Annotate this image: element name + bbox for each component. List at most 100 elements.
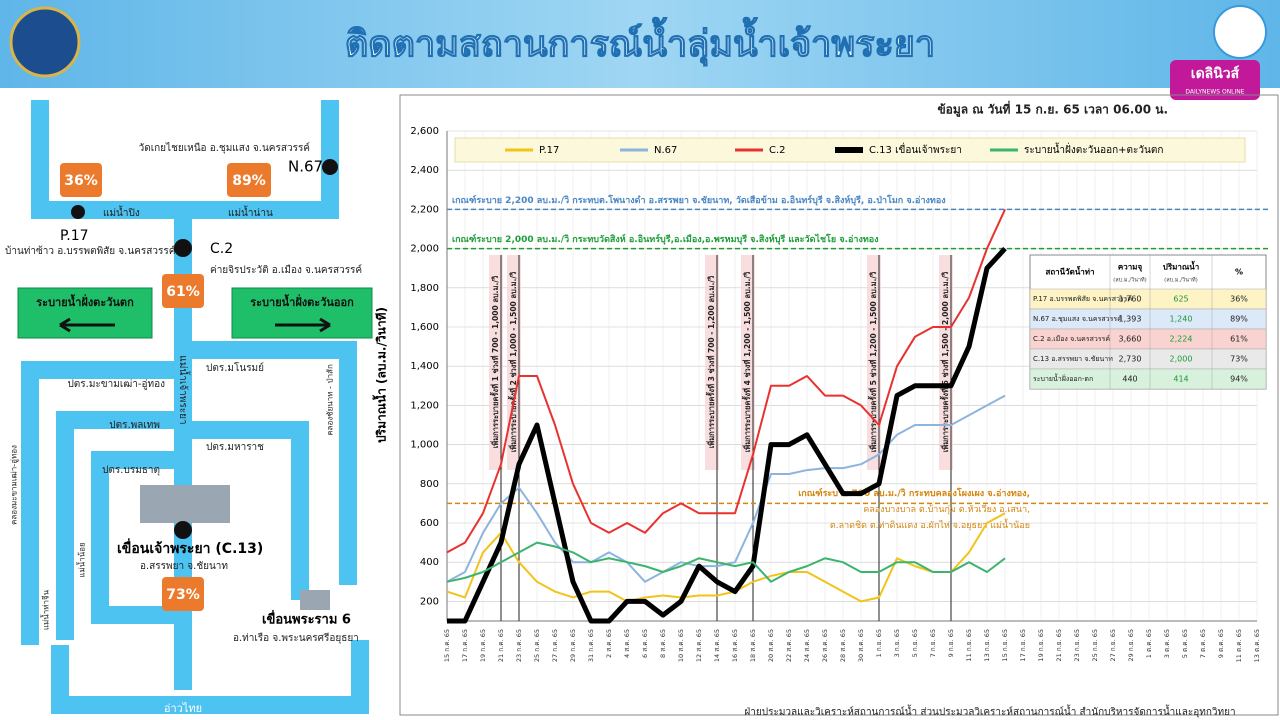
- event-band: [741, 255, 755, 470]
- legend-label: P.17: [539, 145, 559, 156]
- page-title: ติดตามสถานการณ์น้ำลุ่มน้ำเจ้าพระยา: [345, 17, 935, 67]
- x-tick-label: 18 ส.ค. 65: [749, 629, 757, 662]
- x-tick-label: 6 ส.ค. 65: [641, 629, 649, 658]
- x-tick-label: 19 ก.ย. 65: [1037, 629, 1045, 662]
- y-tick-label: 2,400: [410, 165, 439, 176]
- x-tick-label: 17 ก.ค. 65: [461, 629, 469, 662]
- x-tick-label: 12 ส.ค. 65: [695, 629, 703, 662]
- x-tick-label: 25 ก.ย. 65: [1091, 629, 1099, 662]
- x-tick-label: 20 ส.ค. 65: [767, 629, 775, 662]
- canal-label: คลองมะขามเฒ่า-อู่ทอง: [10, 445, 20, 525]
- x-tick-label: 27 ก.ย. 65: [1109, 629, 1117, 662]
- x-tick-label: 2 ส.ค. 65: [605, 629, 613, 658]
- table-cell: N.67 อ.ชุมแสง จ.นครสวรรค์: [1033, 315, 1122, 323]
- event-label: เพิ่มการระบายครั้งที่ 4 ช่วงที่ 1,200 - …: [741, 272, 752, 453]
- table-cell: ระบายน้ำฝั่งออก-ตก: [1033, 372, 1093, 383]
- x-tick-label: 21 ก.ค. 65: [497, 629, 505, 662]
- x-tick-label: 14 ส.ค. 65: [713, 629, 721, 662]
- reference-label: คลองบางบาล ต.บ้านกุ่ม ต.หัวเวียง อ.เสนา,: [863, 504, 1030, 515]
- station-dot: [174, 239, 192, 257]
- event-label: เพิ่มการระบายครั้งที่ 1 ช่วงที่ 700 - 1,…: [489, 276, 500, 449]
- gate-label: ปตร.มหาราช: [206, 442, 264, 453]
- table-cell: P.17 อ.บรรพตพิสัย จ.นครสวรรค์: [1033, 295, 1133, 303]
- x-tick-label: 8 ส.ค. 65: [659, 629, 667, 658]
- table-cell: 625: [1173, 295, 1188, 304]
- percent-label: 61%: [166, 284, 200, 300]
- legend-label: N.67: [654, 145, 677, 156]
- x-tick-label: 9 ก.ย. 65: [947, 629, 955, 657]
- river-label: แม่น้ำน่าน: [228, 205, 273, 219]
- watermark-text: เดลินิวส์: [1191, 65, 1240, 82]
- data-time: ข้อมูล ณ วันที่ 15 ก.ย. 65 เวลา 06.00 น.: [937, 101, 1168, 118]
- table-header: ความจุ: [1118, 263, 1143, 273]
- x-tick-label: 19 ก.ค. 65: [479, 629, 487, 662]
- table-cell: 61%: [1230, 335, 1248, 344]
- x-tick-label: 13 ต.ค. 65: [1253, 629, 1261, 662]
- dam-icon: [140, 485, 230, 523]
- station-label: P.17: [60, 228, 89, 244]
- event-label: เพิ่มการระบายครั้งที่ 3 ช่วงที่ 700 - 1,…: [705, 276, 716, 449]
- table-cell: 1,240: [1170, 315, 1193, 324]
- reference-label: เกณฑ์ระบาย 700 ลบ.ม./วิ กระทบคลองโผงเผง …: [798, 487, 1030, 499]
- x-tick-label: 29 ก.ค. 65: [569, 629, 577, 662]
- gate-label: ปตร.มะขามเฒ่า-อู่ทอง: [67, 379, 165, 390]
- x-tick-label: 5 ต.ค. 65: [1181, 629, 1189, 658]
- y-tick-label: 1,400: [410, 361, 439, 372]
- x-tick-label: 1 ก.ย. 65: [875, 629, 883, 657]
- table-cell: 2,224: [1170, 335, 1193, 344]
- x-tick-label: 5 ก.ย. 65: [911, 629, 919, 657]
- x-tick-label: 29 ก.ย. 65: [1127, 629, 1135, 662]
- arrow: [275, 317, 331, 333]
- table-cell: 36%: [1230, 295, 1248, 304]
- x-tick-label: 21 ก.ย. 65: [1055, 629, 1063, 662]
- event-band: [489, 255, 503, 470]
- place-label: อ.สรรพยา จ.ชัยนาท: [140, 561, 228, 572]
- dam-icon: [300, 590, 330, 610]
- footer: ฝ่ายประมวลและวิเคราะห์สถานการณ์น้ำ ส่วนป…: [744, 704, 1235, 718]
- x-tick-label: 11 ก.ย. 65: [965, 629, 973, 662]
- x-tick-label: 27 ก.ค. 65: [551, 629, 559, 662]
- x-tick-label: 15 ก.ย. 65: [1001, 629, 1009, 662]
- table-cell: 3,660: [1119, 335, 1142, 344]
- west-label: ระบายน้ำฝั่งตะวันตก: [36, 294, 134, 309]
- reference-label: เกณฑ์ระบาย 2,000 ลบ.ม./วิ กระทบวัดสิงห์ …: [452, 233, 879, 245]
- river-label: แม่น้ำปิง: [103, 205, 140, 219]
- x-tick-label: 28 ส.ค. 65: [839, 629, 847, 662]
- east-label: ระบายน้ำฝั่งตะวันออก: [250, 294, 354, 309]
- percent-box: [227, 163, 271, 197]
- river: [56, 411, 183, 640]
- x-tick-label: 4 ส.ค. 65: [623, 629, 631, 658]
- y-tick-label: 200: [420, 596, 439, 607]
- percent-label: 73%: [166, 587, 200, 603]
- x-tick-label: 3 ต.ค. 65: [1163, 629, 1171, 658]
- percent-label: 36%: [64, 173, 98, 189]
- header-band: [0, 0, 1280, 88]
- gate-label: ปตร.บรมธาตุ: [102, 465, 160, 476]
- x-tick-label: 26 ส.ค. 65: [821, 629, 829, 662]
- table-cell: 73%: [1230, 355, 1248, 364]
- gate-label: ปตร.พลเทพ: [109, 420, 160, 431]
- river-label: แม่น้ำท่าจีน: [40, 589, 51, 630]
- event-band: [705, 255, 719, 470]
- reference-label: ต.ลาดชิด ต.ท่าดินแดง อ.ผักไห่ จ.อยุธยา แ…: [830, 518, 1030, 531]
- river: [91, 451, 183, 624]
- series-line: [446, 512, 1006, 603]
- reference-label: เกณฑ์ระบาย 2,200 ลบ.ม./วิ กระทบต.โพนางดำ…: [452, 194, 946, 206]
- station-dot: [71, 205, 85, 219]
- y-tick-label: 2,600: [410, 126, 439, 137]
- x-tick-label: 17 ก.ย. 65: [1019, 629, 1027, 662]
- gate-label: ปตร.มโนรมย์: [206, 361, 264, 374]
- station-label: C.2: [210, 241, 233, 257]
- event-label: เพิ่มการระบายครั้งที่ 2 ช่วงที่ 1,000 - …: [507, 272, 518, 453]
- river: [21, 361, 183, 645]
- event-label: เพิ่มการระบายครั้งที่ 6 ช่วงที่ 1,500 - …: [939, 272, 950, 453]
- percent-box: [162, 577, 204, 611]
- river: [183, 421, 309, 600]
- place-label: วัดเกยไชยเหนือ อ.ชุมแสง จ.นครสวรรค์: [139, 142, 310, 154]
- x-tick-label: 30 ส.ค. 65: [857, 629, 865, 662]
- y-tick-label: 600: [420, 518, 439, 529]
- watermark-sub: DAILYNEWS ONLINE: [1185, 89, 1244, 96]
- x-tick-label: 10 ส.ค. 65: [677, 629, 685, 662]
- east-box: [231, 287, 373, 339]
